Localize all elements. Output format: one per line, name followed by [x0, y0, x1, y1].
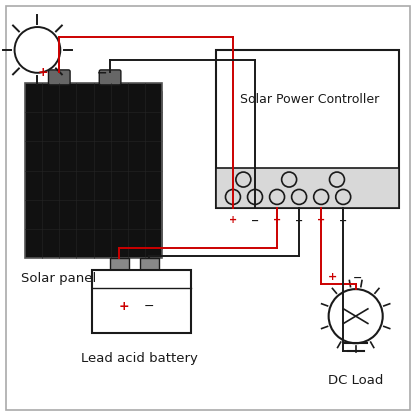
Bar	[216, 168, 399, 208]
Text: Solar panel: Solar panel	[21, 272, 96, 285]
Text: +: +	[317, 215, 325, 225]
Text: +: +	[118, 300, 129, 313]
Text: −: −	[353, 272, 362, 282]
Text: +: +	[229, 215, 237, 225]
Text: +: +	[273, 215, 281, 225]
Bar	[92, 270, 191, 333]
Text: −: −	[295, 215, 303, 225]
Text: −: −	[97, 66, 107, 79]
Text: −: −	[251, 215, 259, 225]
Bar	[216, 50, 399, 208]
Bar	[25, 83, 162, 258]
Bar	[110, 258, 129, 270]
Text: +: +	[328, 272, 337, 282]
Text: DC Load: DC Load	[328, 374, 384, 387]
FancyBboxPatch shape	[99, 70, 121, 85]
Text: +: +	[37, 66, 48, 79]
Text: Solar Power Controller: Solar Power Controller	[240, 93, 379, 106]
Text: −: −	[144, 300, 155, 313]
Bar	[140, 258, 159, 270]
Text: −: −	[339, 215, 347, 225]
FancyBboxPatch shape	[49, 70, 70, 85]
Text: Lead acid battery: Lead acid battery	[81, 352, 198, 364]
